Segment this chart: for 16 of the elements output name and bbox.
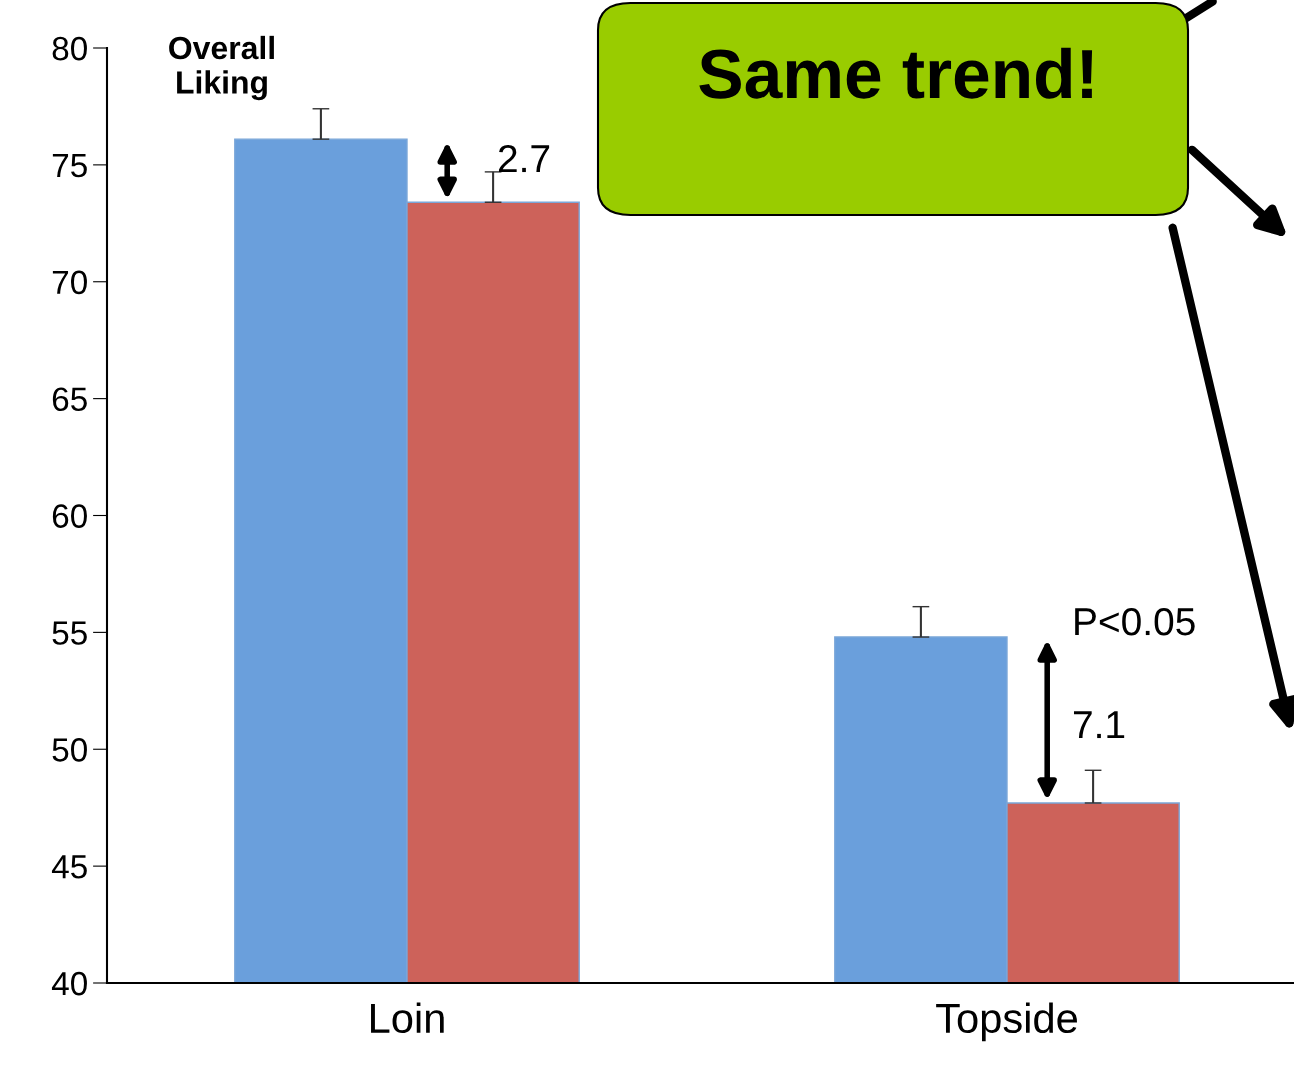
x-tick-label: Loin [371,1002,444,1034]
y-tick-label: 55 [52,621,87,645]
annotation: 2.7 [498,144,550,173]
y-tick-label: 80 [52,36,87,61]
x-tick-label: Topside [936,1002,1077,1042]
y-tick-label: 50 [52,738,87,762]
y-tick-label: 60 [52,504,87,528]
y-tick-label: 65 [52,387,87,412]
y-tick-label: 75 [52,154,87,178]
y-tick-label: 45 [51,855,87,879]
annotation: Same trend! [699,47,1093,99]
y-tick-label: 40 [51,971,87,996]
annotation: 7.1 [1073,711,1125,739]
annotation: Overall Liking [169,35,274,101]
y-tick-label: 70 [52,270,87,295]
annotation: P<0.05 [1075,607,1195,636]
